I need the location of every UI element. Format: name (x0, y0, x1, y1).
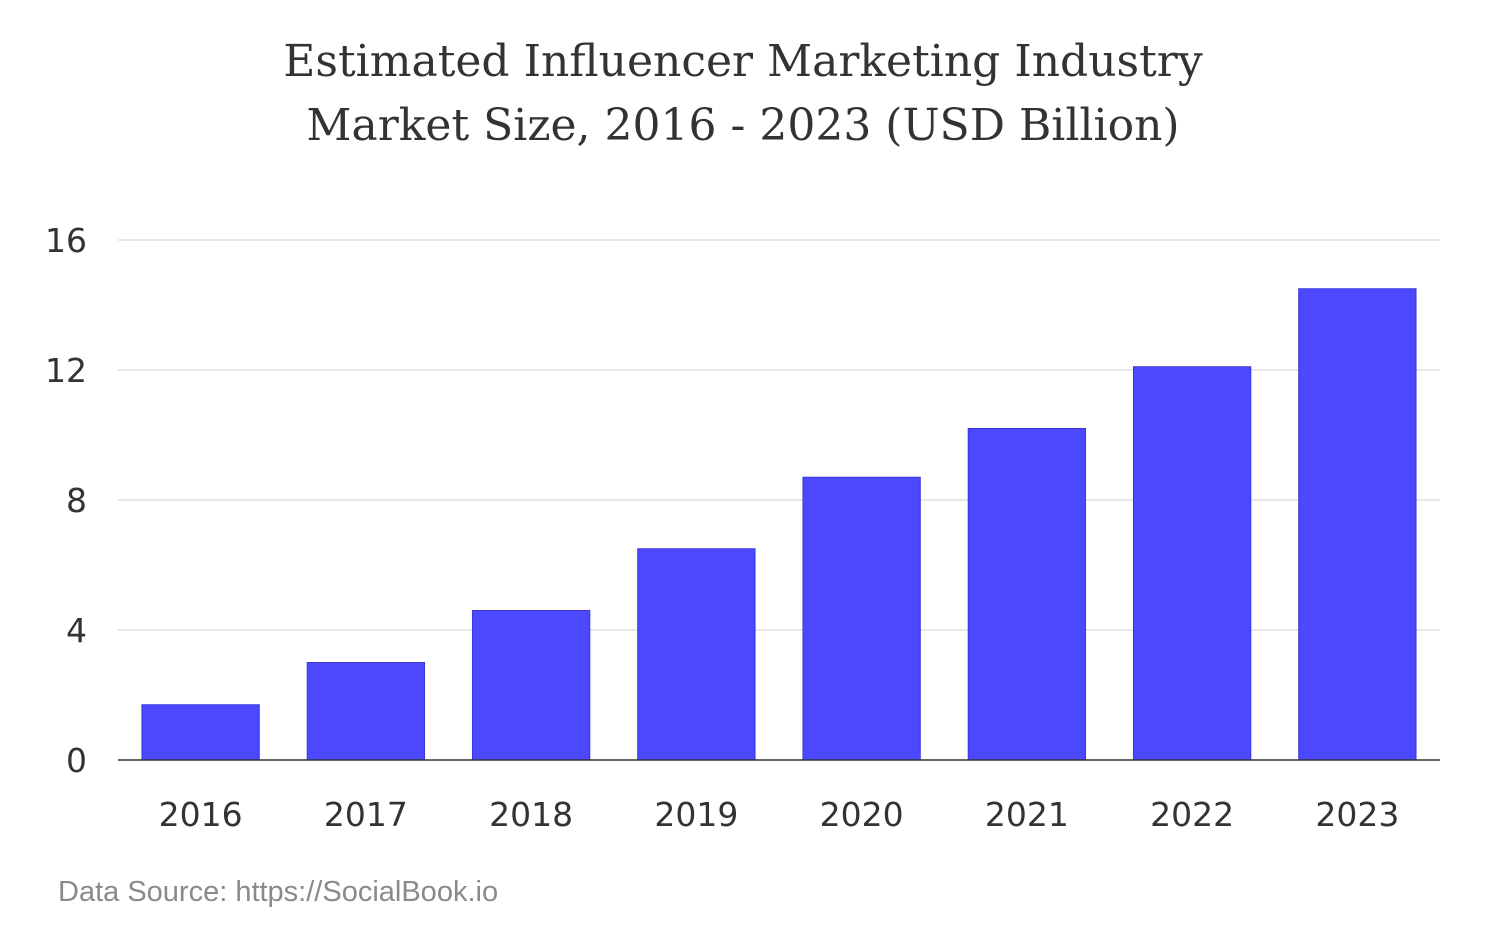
bar (1132, 366, 1252, 761)
chart-title: Estimated Influencer Marketing Industry … (0, 30, 1486, 158)
x-tick-label: 2016 (159, 795, 243, 834)
y-tick-label: 0 (66, 741, 87, 780)
bar (141, 704, 260, 761)
x-tick-label: 2019 (654, 795, 738, 834)
chart-title-line-2: Market Size, 2016 - 2023 (USD Billion) (306, 100, 1180, 151)
y-tick-label: 8 (66, 481, 87, 520)
data-source-note: Data Source: https://SocialBook.io (58, 876, 499, 908)
x-tick-label: 2021 (985, 795, 1069, 834)
bar (967, 428, 1087, 761)
y-tick-label: 16 (45, 221, 87, 260)
bar (1298, 288, 1417, 761)
x-tick-label: 2022 (1150, 795, 1234, 834)
y-tick-label: 4 (66, 611, 87, 650)
bars (141, 288, 1417, 761)
x-tick-label: 2018 (489, 795, 573, 834)
bar (802, 476, 921, 761)
bar (471, 610, 591, 761)
x-tick-label: 2020 (820, 795, 904, 834)
chart-title-line-1: Estimated Influencer Marketing Industry (283, 36, 1203, 87)
x-tick-label: 2017 (324, 795, 408, 834)
y-tick-label: 12 (45, 351, 87, 390)
x-tick-label: 2023 (1315, 795, 1399, 834)
tick-labels: 0 4 8 12 16 2016 2017 2018 2019 2020 2021 2022 2023 (45, 221, 1399, 834)
bar (637, 548, 756, 761)
bar (306, 662, 426, 761)
